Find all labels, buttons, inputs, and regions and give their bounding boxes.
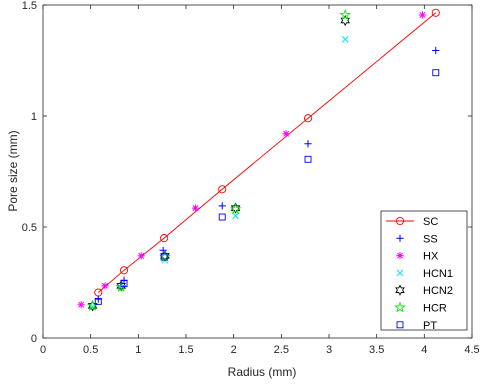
legend-marker-pt: [396, 321, 404, 329]
series-pt: [94, 69, 440, 305]
data-point-hcr: [339, 8, 352, 20]
legend-marker-hx: [396, 252, 404, 260]
legend-entry-hcn1: HCN1: [396, 268, 453, 280]
data-point-hcn2: [230, 202, 241, 214]
legend-label-pt: PT: [423, 320, 437, 332]
y-axis-ticks: 0 0.5 1 1.5: [22, 0, 472, 345]
data-point-pt: [218, 213, 226, 221]
data-point-ss: [94, 295, 102, 303]
series-sc-line: [97, 12, 437, 293]
data-point-pt: [120, 280, 128, 288]
legend-entry-hcn2: HCN2: [395, 284, 453, 297]
legend: SC SS HX HCN1 HCN2 HCR PT: [380, 210, 468, 332]
legend-marker-hcr: [394, 301, 406, 313]
y-tick-label: 1.5: [22, 0, 37, 12]
data-point-hcr: [159, 250, 171, 262]
series-hcr: [86, 8, 352, 311]
data-point-hcn1: [341, 36, 349, 43]
data-point-pt: [94, 297, 102, 305]
data-point-ss: [304, 140, 312, 148]
series-ss: [94, 46, 440, 303]
y-tick-label: 0.5: [22, 222, 37, 234]
data-point-sc: [303, 114, 313, 123]
data-point-hx: [282, 130, 290, 138]
data-point-pt: [160, 253, 168, 261]
data-point-hcr: [229, 203, 242, 215]
legend-marker-hcn1: [396, 269, 404, 277]
legend-entry-hcr: HCR: [394, 301, 447, 315]
y-tick-label: 1: [31, 111, 37, 123]
data-point-hcn2: [116, 280, 126, 292]
legend-label-hx: HX: [423, 251, 439, 263]
data-point-hx: [101, 282, 109, 290]
data-point-hcn2: [87, 300, 98, 312]
data-point-hx: [137, 252, 145, 260]
legend-marker-ss: [396, 234, 404, 242]
x-tick-label: 4: [421, 344, 427, 356]
series-sc: [94, 8, 440, 297]
x-tick-label: 1.5: [178, 344, 193, 356]
series-hx: [77, 11, 427, 309]
x-tick-label: 2: [231, 344, 237, 356]
data-point-pt: [304, 155, 312, 163]
y-tick-label: 0: [31, 333, 37, 345]
data-point-hcn1: [232, 212, 239, 220]
legend-label-hcn1: HCN1: [423, 268, 453, 280]
legend-label-ss: SS: [423, 233, 438, 245]
x-tick-label: 3: [326, 344, 332, 356]
x-tick-label: 0.5: [83, 344, 98, 356]
x-axis-label: Radius (mm): [228, 365, 297, 379]
legend-marker-hcn2: [395, 284, 405, 296]
x-tick-label: 3.5: [369, 344, 384, 356]
data-point-sc: [431, 8, 440, 17]
legend-label-hcr: HCR: [423, 303, 447, 315]
x-tick-label: 4.5: [464, 344, 479, 356]
data-point-pt: [432, 69, 440, 77]
legend-entry-ss: SS: [396, 233, 438, 245]
data-point-sc: [119, 266, 129, 275]
data-point-hx: [418, 11, 427, 19]
x-axis-ticks: 0 0.5 1 1.5 2 2.5 3 3.5 4 4.5: [40, 5, 480, 356]
data-point-hx: [77, 301, 85, 309]
x-tick-label: 1: [135, 344, 141, 356]
data-point-hcn2: [340, 15, 350, 27]
legend-label-sc: SC: [423, 216, 438, 228]
data-point-hcr: [115, 280, 127, 292]
data-point-ss: [432, 46, 440, 55]
legend-entry-pt: PT: [396, 320, 437, 332]
legend-entry-hx: HX: [396, 251, 439, 263]
data-point-ss: [159, 246, 167, 254]
legend-entry-sc: SC: [386, 216, 438, 228]
legend-box: [380, 210, 468, 331]
data-point-hx: [191, 204, 200, 212]
data-point-ss: [218, 202, 226, 210]
x-tick-label: 2.5: [274, 344, 289, 356]
data-point-sc: [160, 234, 169, 243]
legend-marker-sc: [395, 216, 405, 226]
data-point-sc: [218, 185, 227, 194]
legend-label-hcn2: HCN2: [423, 285, 453, 297]
x-tick-label: 0: [40, 344, 46, 356]
y-axis-label: Pore size (mm): [6, 130, 20, 211]
